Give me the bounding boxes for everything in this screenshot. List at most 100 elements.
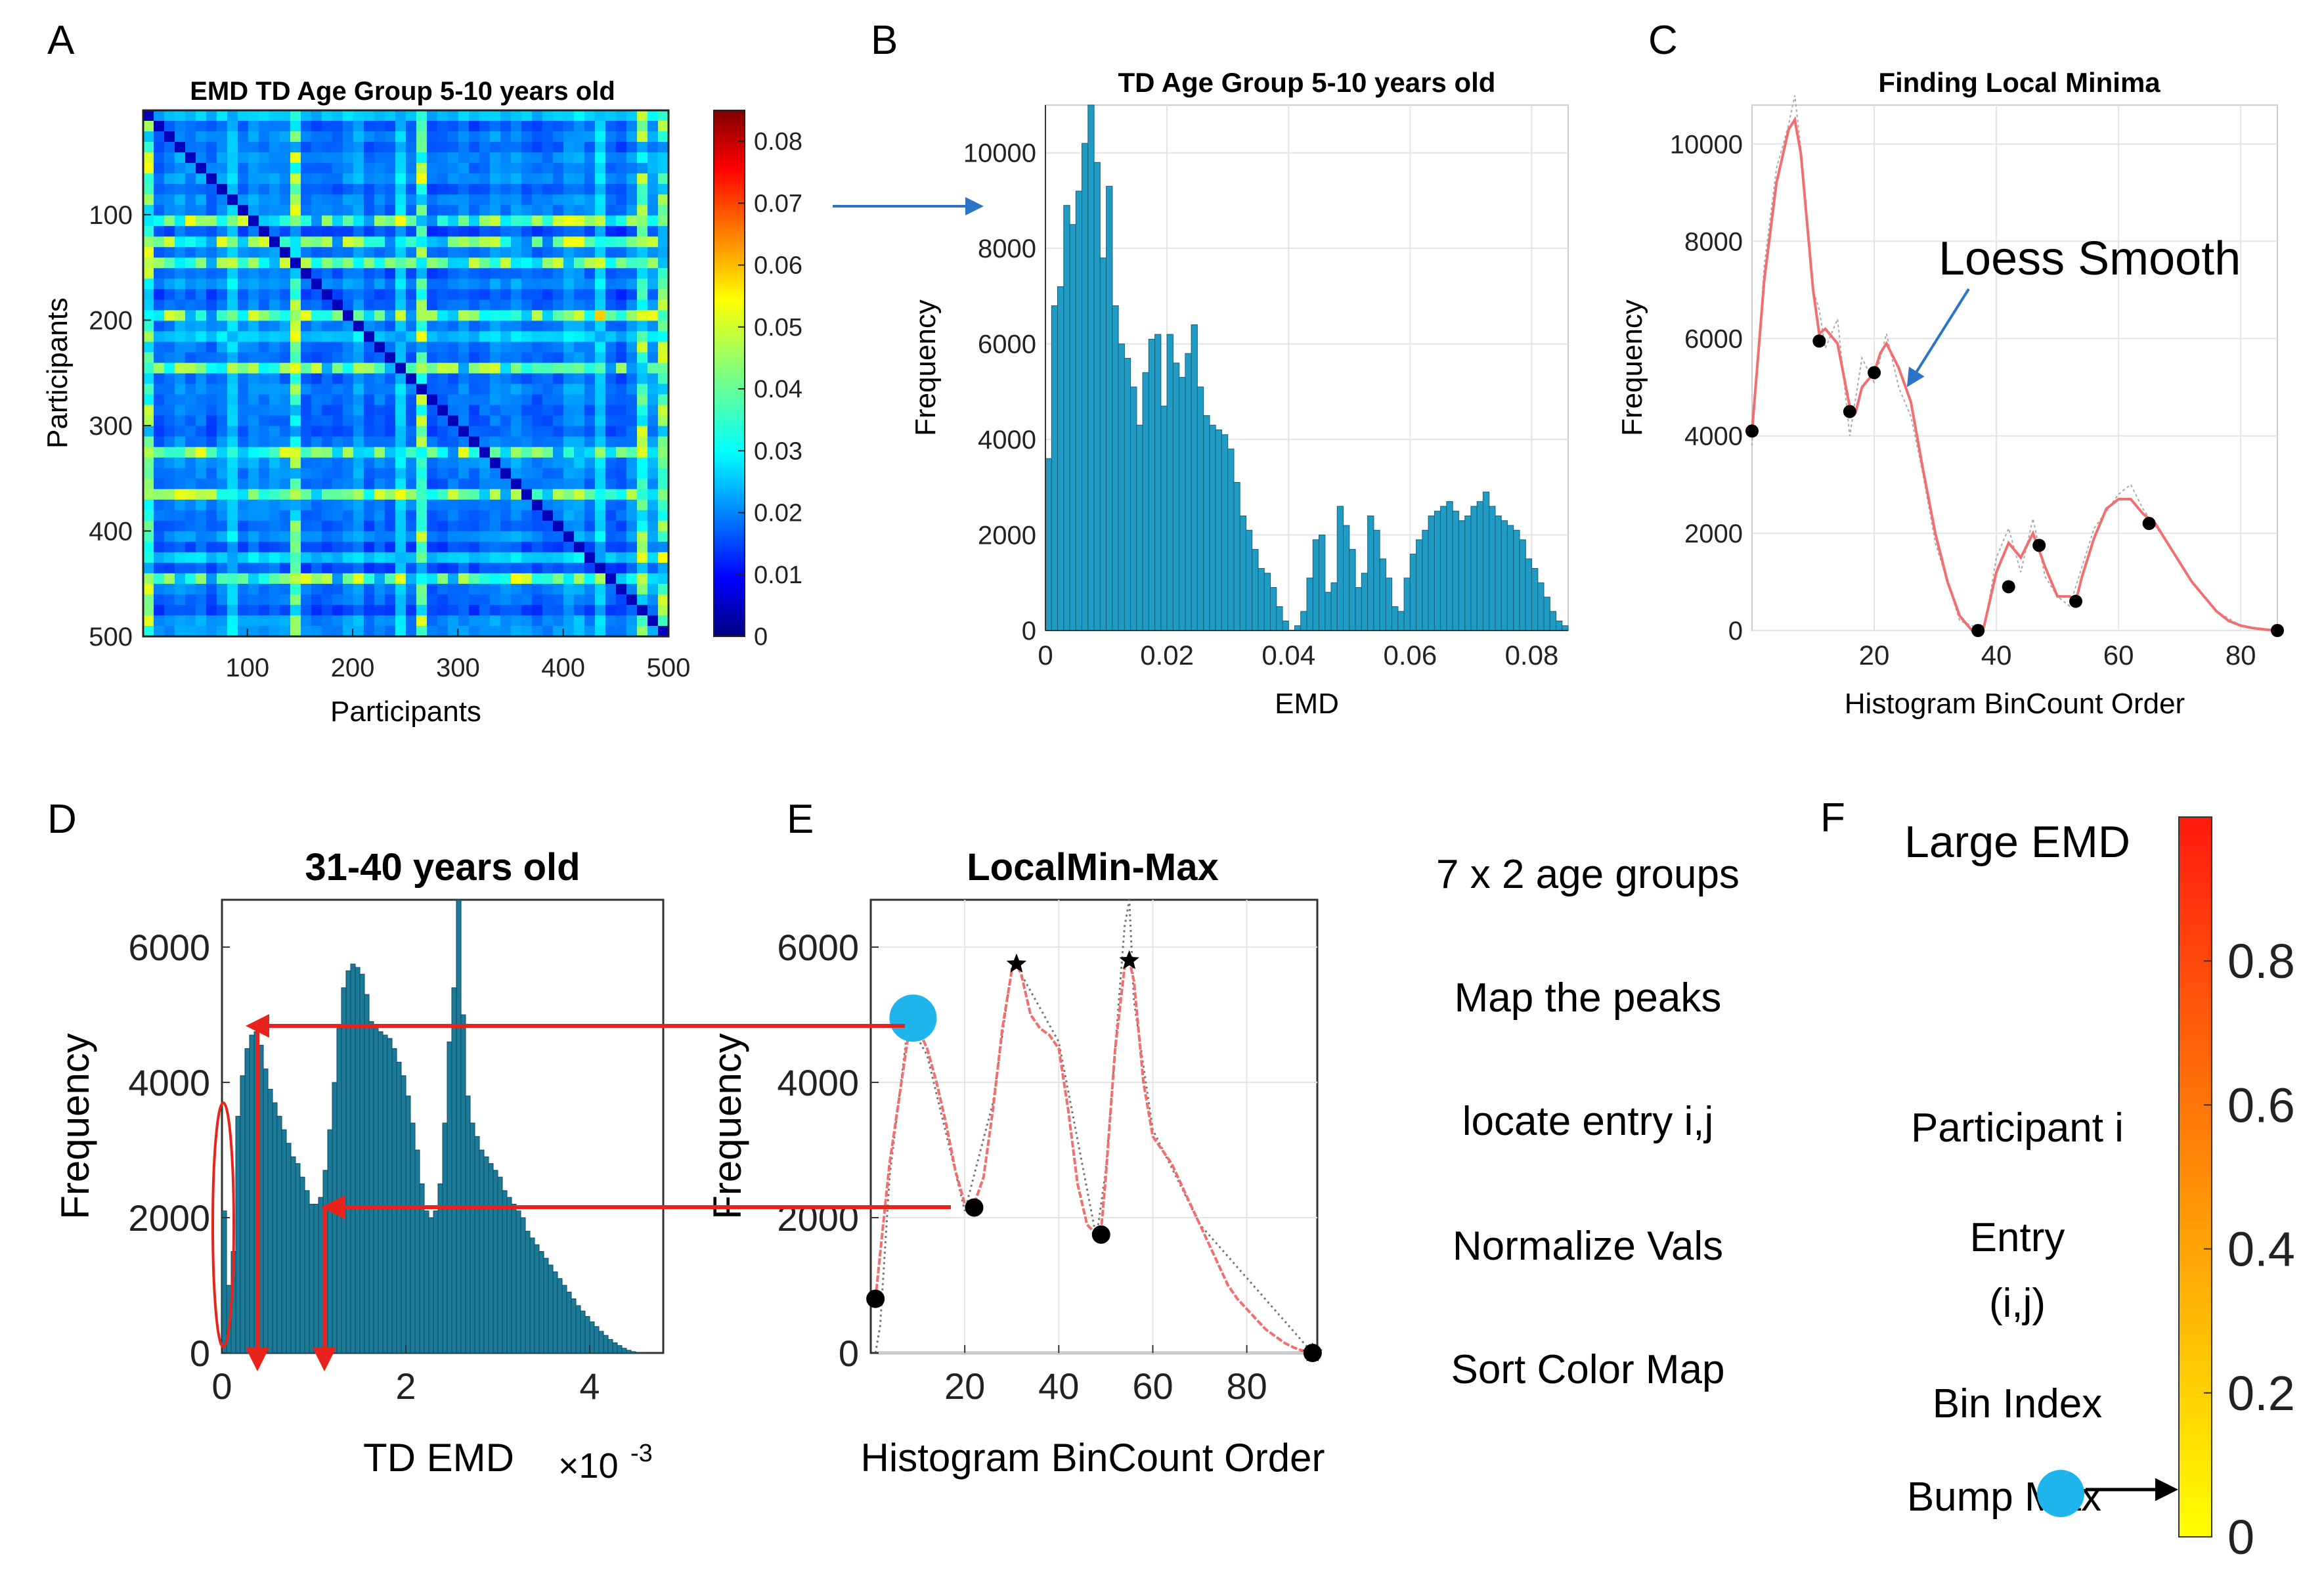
panel-f-label-ij: (i,j) [1989, 1281, 2046, 1326]
heatmap-cell [521, 552, 533, 564]
heatmap-cell [259, 363, 270, 374]
heatmap-cell [164, 226, 175, 237]
heatmap-cell [353, 373, 364, 385]
heatmap-cell [406, 531, 417, 542]
heatmap-cell [385, 247, 396, 258]
heatmap-cell [227, 363, 238, 374]
heatmap-cell [311, 236, 322, 248]
heatmap-cell [238, 436, 249, 448]
heatmap-cell [385, 468, 396, 479]
heatmap-cell [437, 194, 449, 206]
heatmap-cell [595, 615, 606, 627]
heatmap-cell [238, 289, 249, 300]
heatmap-cell [595, 331, 606, 343]
heatmap-cell [217, 478, 228, 490]
heatmap-cell [238, 552, 249, 564]
panel-b-bar [1519, 539, 1526, 631]
heatmap-cell [227, 478, 238, 490]
heatmap-cell [605, 541, 617, 553]
heatmap-cell [511, 373, 522, 385]
heatmap-cell [595, 373, 606, 385]
heatmap-cell [385, 478, 396, 490]
heatmap-cell [542, 426, 554, 437]
heatmap-cell [437, 142, 449, 153]
heatmap-cell [196, 110, 207, 122]
heatmap-cell [280, 194, 291, 206]
heatmap-cell [154, 299, 165, 311]
panel-c-xtick-label: 60 [2103, 640, 2134, 671]
panel-c-ytick-label: 2000 [1684, 520, 1743, 548]
heatmap-cell [343, 384, 354, 395]
heatmap-cell [584, 152, 596, 164]
heatmap-cell [406, 257, 417, 269]
heatmap-cell [616, 205, 627, 216]
heatmap-cell [143, 625, 154, 637]
heatmap-cell [647, 121, 659, 132]
heatmap-cell [553, 342, 564, 353]
heatmap-cell [343, 205, 354, 216]
heatmap-cell [259, 625, 270, 637]
heatmap-cell [175, 510, 186, 521]
heatmap-cell [553, 268, 564, 279]
heatmap-cell [332, 520, 343, 532]
heatmap-cell [353, 268, 364, 279]
heatmap-cell [290, 583, 301, 595]
heatmap-cell [626, 405, 638, 416]
panel-letter-d: D [47, 797, 77, 842]
heatmap-cell [626, 321, 638, 332]
heatmap-cell [521, 110, 533, 122]
panel-b-bar [1312, 539, 1320, 631]
heatmap-cell [227, 205, 238, 216]
panel-b-bar [1373, 529, 1380, 631]
heatmap-cell [616, 110, 627, 122]
heatmap-cell [416, 226, 428, 237]
heatmap-cell [185, 489, 196, 500]
heatmap-cell [416, 310, 428, 321]
heatmap-cell [658, 478, 669, 490]
heatmap-cell [427, 152, 438, 164]
heatmap-cell [374, 110, 385, 122]
panel-letter-b: B [871, 18, 898, 63]
heatmap-cell [616, 562, 627, 574]
panel-b-bar [1501, 520, 1508, 631]
heatmap-cell [605, 110, 617, 122]
heatmap-cell [259, 562, 270, 574]
heatmap-cell [269, 205, 280, 216]
heatmap-cell [217, 363, 228, 374]
heatmap-cell [521, 604, 533, 616]
heatmap-cell [437, 520, 449, 532]
heatmap-cell [658, 604, 669, 616]
heatmap-cell [353, 363, 364, 374]
heatmap-cell [311, 299, 322, 311]
panel-a-cbar-tick-label: 0.07 [754, 190, 802, 217]
heatmap-cell [500, 405, 512, 416]
heatmap-cell [343, 121, 354, 132]
heatmap-cell [175, 604, 186, 616]
heatmap-cell [563, 625, 575, 637]
heatmap-cell [500, 268, 512, 279]
heatmap-cell [259, 384, 270, 395]
heatmap-cell [332, 583, 343, 595]
heatmap-cell [469, 373, 480, 385]
heatmap-cell [553, 405, 564, 416]
heatmap-cell [374, 604, 385, 616]
heatmap-cell [469, 299, 480, 311]
heatmap-cell [574, 615, 585, 627]
heatmap-cell [175, 520, 186, 532]
panel-d-bar [493, 1170, 498, 1354]
panel-d-bar [598, 1331, 604, 1354]
heatmap-cell [311, 615, 322, 627]
heatmap-cell [217, 615, 228, 627]
heatmap-cell [637, 520, 648, 532]
heatmap-cell [437, 615, 449, 627]
panel-b-xtick-label: 0.04 [1261, 640, 1315, 671]
heatmap-cell [437, 215, 449, 227]
heatmap-cell [437, 552, 449, 564]
heatmap-cell [248, 394, 259, 406]
heatmap-cell [259, 152, 270, 164]
heatmap-cell [511, 331, 522, 343]
heatmap-cell [353, 257, 364, 269]
heatmap-cell [206, 573, 217, 585]
heatmap-cell [238, 247, 249, 258]
heatmap-cell [290, 247, 301, 258]
